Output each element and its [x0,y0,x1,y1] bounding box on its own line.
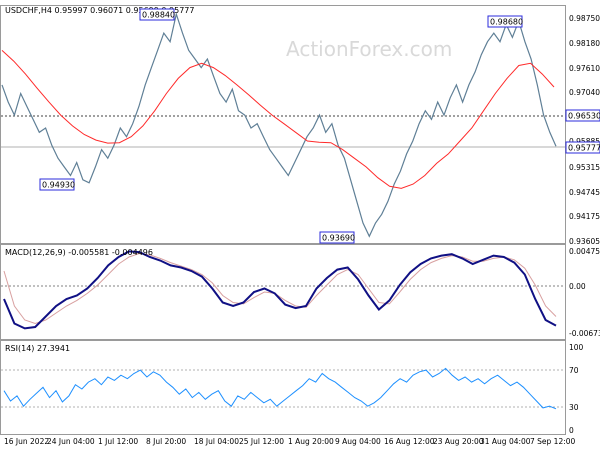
last-price-tag: 0.95777 [565,141,600,154]
watermark: ActionForex.com [286,37,452,61]
level-price-tag: 0.96530 [565,109,600,122]
y-tick-0.95315: 0.95315 [569,163,600,172]
moving-average-series [1,50,555,189]
rsi-tick-70: 70 [569,366,579,375]
x-tick-11: 7 Sep 12:00 [530,437,576,446]
svg-text:0.98680: 0.98680 [490,18,523,27]
macd-panel [0,244,566,340]
x-tick-4: 18 Jul 04:00 [194,437,239,446]
x-tick-8: 16 Aug 12:00 [384,437,435,446]
y-tick-0.93605: 0.93605 [569,237,600,246]
label-high2: 0.98680 [487,15,523,28]
rsi-title: RSI(14) 27.3941 [5,344,70,353]
label-high1: 0.98840 [139,8,175,21]
y-tick-0.94745: 0.94745 [569,188,600,197]
y-tick-0.97610: 0.97610 [569,64,600,73]
x-tick-7: 9 Aug 04:00 [335,437,381,446]
instrument-title: USDCHF,H4 0.95997 0.96071 0.95699 0.9577… [5,6,194,15]
x-tick-9: 23 Aug 20:00 [433,437,484,446]
y-tick-0.98750: 0.98750 [569,14,600,23]
svg-text:0.93690: 0.93690 [322,234,355,243]
svg-text:0.98840: 0.98840 [142,11,175,20]
macd-tick-zero: 0.00 [569,282,586,291]
y-tick-0.97040: 0.97040 [569,88,600,97]
x-tick-2: 1 Jul 12:00 [98,437,138,446]
macd-tick-bottom: -0.006731 [569,329,600,338]
macd-title: MACD(12,26,9) -0.005581 -0.004496 [5,248,153,257]
y-tick-0.94175: 0.94175 [569,212,600,221]
rsi-panel [0,340,566,435]
rsi-tick-0: 0 [569,426,574,435]
svg-text:0.95777: 0.95777 [568,144,600,153]
svg-text:0.96530: 0.96530 [568,112,600,121]
x-tick-10: 31 Aug 04:00 [480,437,531,446]
price-panel [0,5,566,244]
price-series [1,11,557,238]
rsi-tick-30: 30 [569,403,579,412]
x-tick-3: 8 Jul 20:00 [146,437,186,446]
macd-signal-series [3,252,557,325]
label-low1: 0.94930 [39,178,75,191]
x-tick-0: 16 Jun 2022 [4,437,49,446]
label-low2: 0.93690 [319,231,355,244]
macd-tick-top: 0.004759 [569,247,600,256]
x-tick-6: 1 Aug 20:00 [288,437,334,446]
x-tick-5: 25 Jul 12:00 [239,437,284,446]
macd-series [3,250,557,330]
svg-text:0.94930: 0.94930 [42,181,75,190]
rsi-tick-100: 100 [569,343,584,352]
rsi-series [3,367,557,410]
y-tick-0.98180: 0.98180 [569,39,600,48]
x-tick-1: 24 Jun 04:00 [47,437,95,446]
